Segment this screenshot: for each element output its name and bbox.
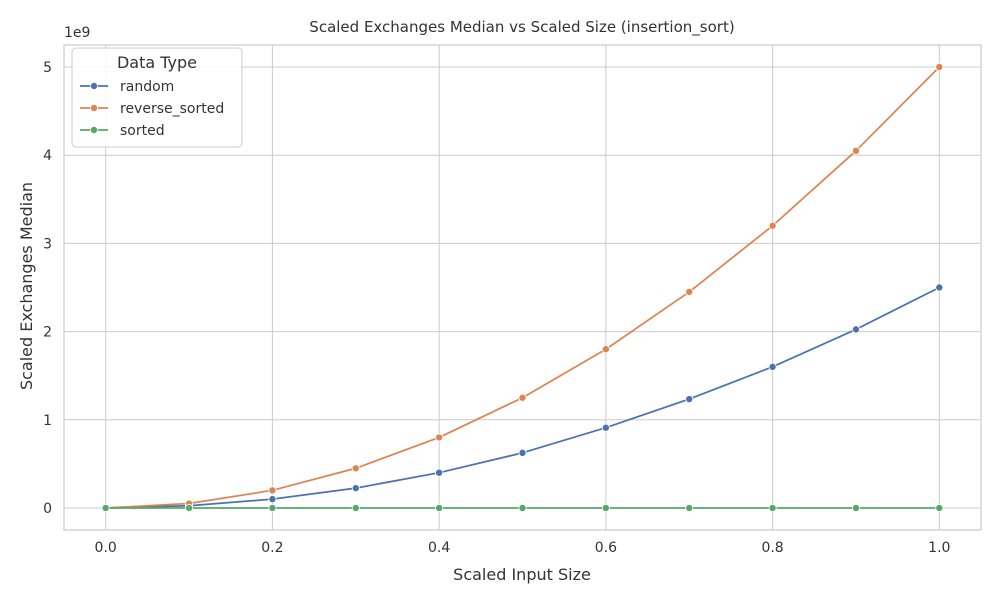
x-tick-label: 0.8 — [761, 540, 783, 556]
data-point — [351, 484, 360, 493]
y-tick-label: 1 — [43, 413, 52, 429]
data-point — [351, 464, 360, 473]
series-layer — [101, 63, 944, 512]
data-point — [685, 287, 694, 296]
data-point — [601, 503, 610, 512]
plot-frame — [63, 44, 982, 531]
y-tick-label: 0 — [43, 501, 52, 517]
data-point — [518, 393, 527, 402]
legend-label: random — [120, 79, 174, 95]
data-point — [101, 503, 110, 512]
y-tick-label: 5 — [43, 60, 52, 76]
data-point — [685, 395, 694, 404]
data-point — [935, 283, 944, 292]
y-tick-label: 2 — [43, 325, 52, 341]
legend-marker — [90, 104, 99, 113]
legend-box — [71, 47, 243, 148]
data-point — [768, 362, 777, 371]
legend-item-sorted: sorted — [80, 123, 165, 139]
x-tick-label: 1.0 — [928, 540, 950, 556]
x-tick-label: 0.0 — [95, 540, 117, 556]
legend-item-random: random — [80, 79, 174, 95]
data-point — [435, 433, 444, 442]
y-axis-offset-label: 1e9 — [64, 25, 90, 41]
x-tick-label: 0.2 — [261, 540, 283, 556]
legend-marker — [90, 82, 99, 91]
chart-title: Scaled Exchanges Median vs Scaled Size (… — [309, 18, 734, 37]
x-tick-label: 0.6 — [595, 540, 617, 556]
series-sorted — [101, 503, 944, 512]
data-point — [351, 503, 360, 512]
x-axis-label: Scaled Input Size — [453, 565, 591, 584]
data-point — [268, 503, 277, 512]
legend-label: reverse_sorted — [120, 101, 224, 117]
data-point — [935, 63, 944, 72]
x-axis-ticks: 0.0 0.2 0.4 0.6 0.8 1.0 — [95, 540, 951, 556]
legend-label: sorted — [120, 123, 165, 139]
data-point — [518, 503, 527, 512]
data-point — [768, 221, 777, 230]
data-point — [518, 448, 527, 457]
data-point — [935, 503, 944, 512]
data-point — [185, 503, 194, 512]
series-reverse-sorted — [101, 63, 944, 512]
data-point — [435, 468, 444, 477]
y-axis-ticks: 0 1 2 3 4 5 — [43, 60, 52, 517]
legend-title: Data Type — [117, 53, 197, 72]
data-point — [851, 146, 860, 155]
legend-item-reverse-sorted: reverse_sorted — [80, 101, 224, 117]
data-point — [851, 325, 860, 334]
data-point — [601, 345, 610, 354]
data-point — [268, 486, 277, 495]
data-point — [851, 503, 860, 512]
data-point — [601, 423, 610, 432]
data-point — [685, 503, 694, 512]
legend-marker — [90, 126, 99, 135]
data-point — [768, 503, 777, 512]
y-axis-label: Scaled Exchanges Median — [17, 182, 36, 390]
x-tick-label: 0.4 — [428, 540, 450, 556]
y-tick-label: 3 — [43, 236, 52, 252]
data-point — [268, 495, 277, 504]
data-point — [435, 503, 444, 512]
y-tick-label: 4 — [43, 148, 52, 164]
